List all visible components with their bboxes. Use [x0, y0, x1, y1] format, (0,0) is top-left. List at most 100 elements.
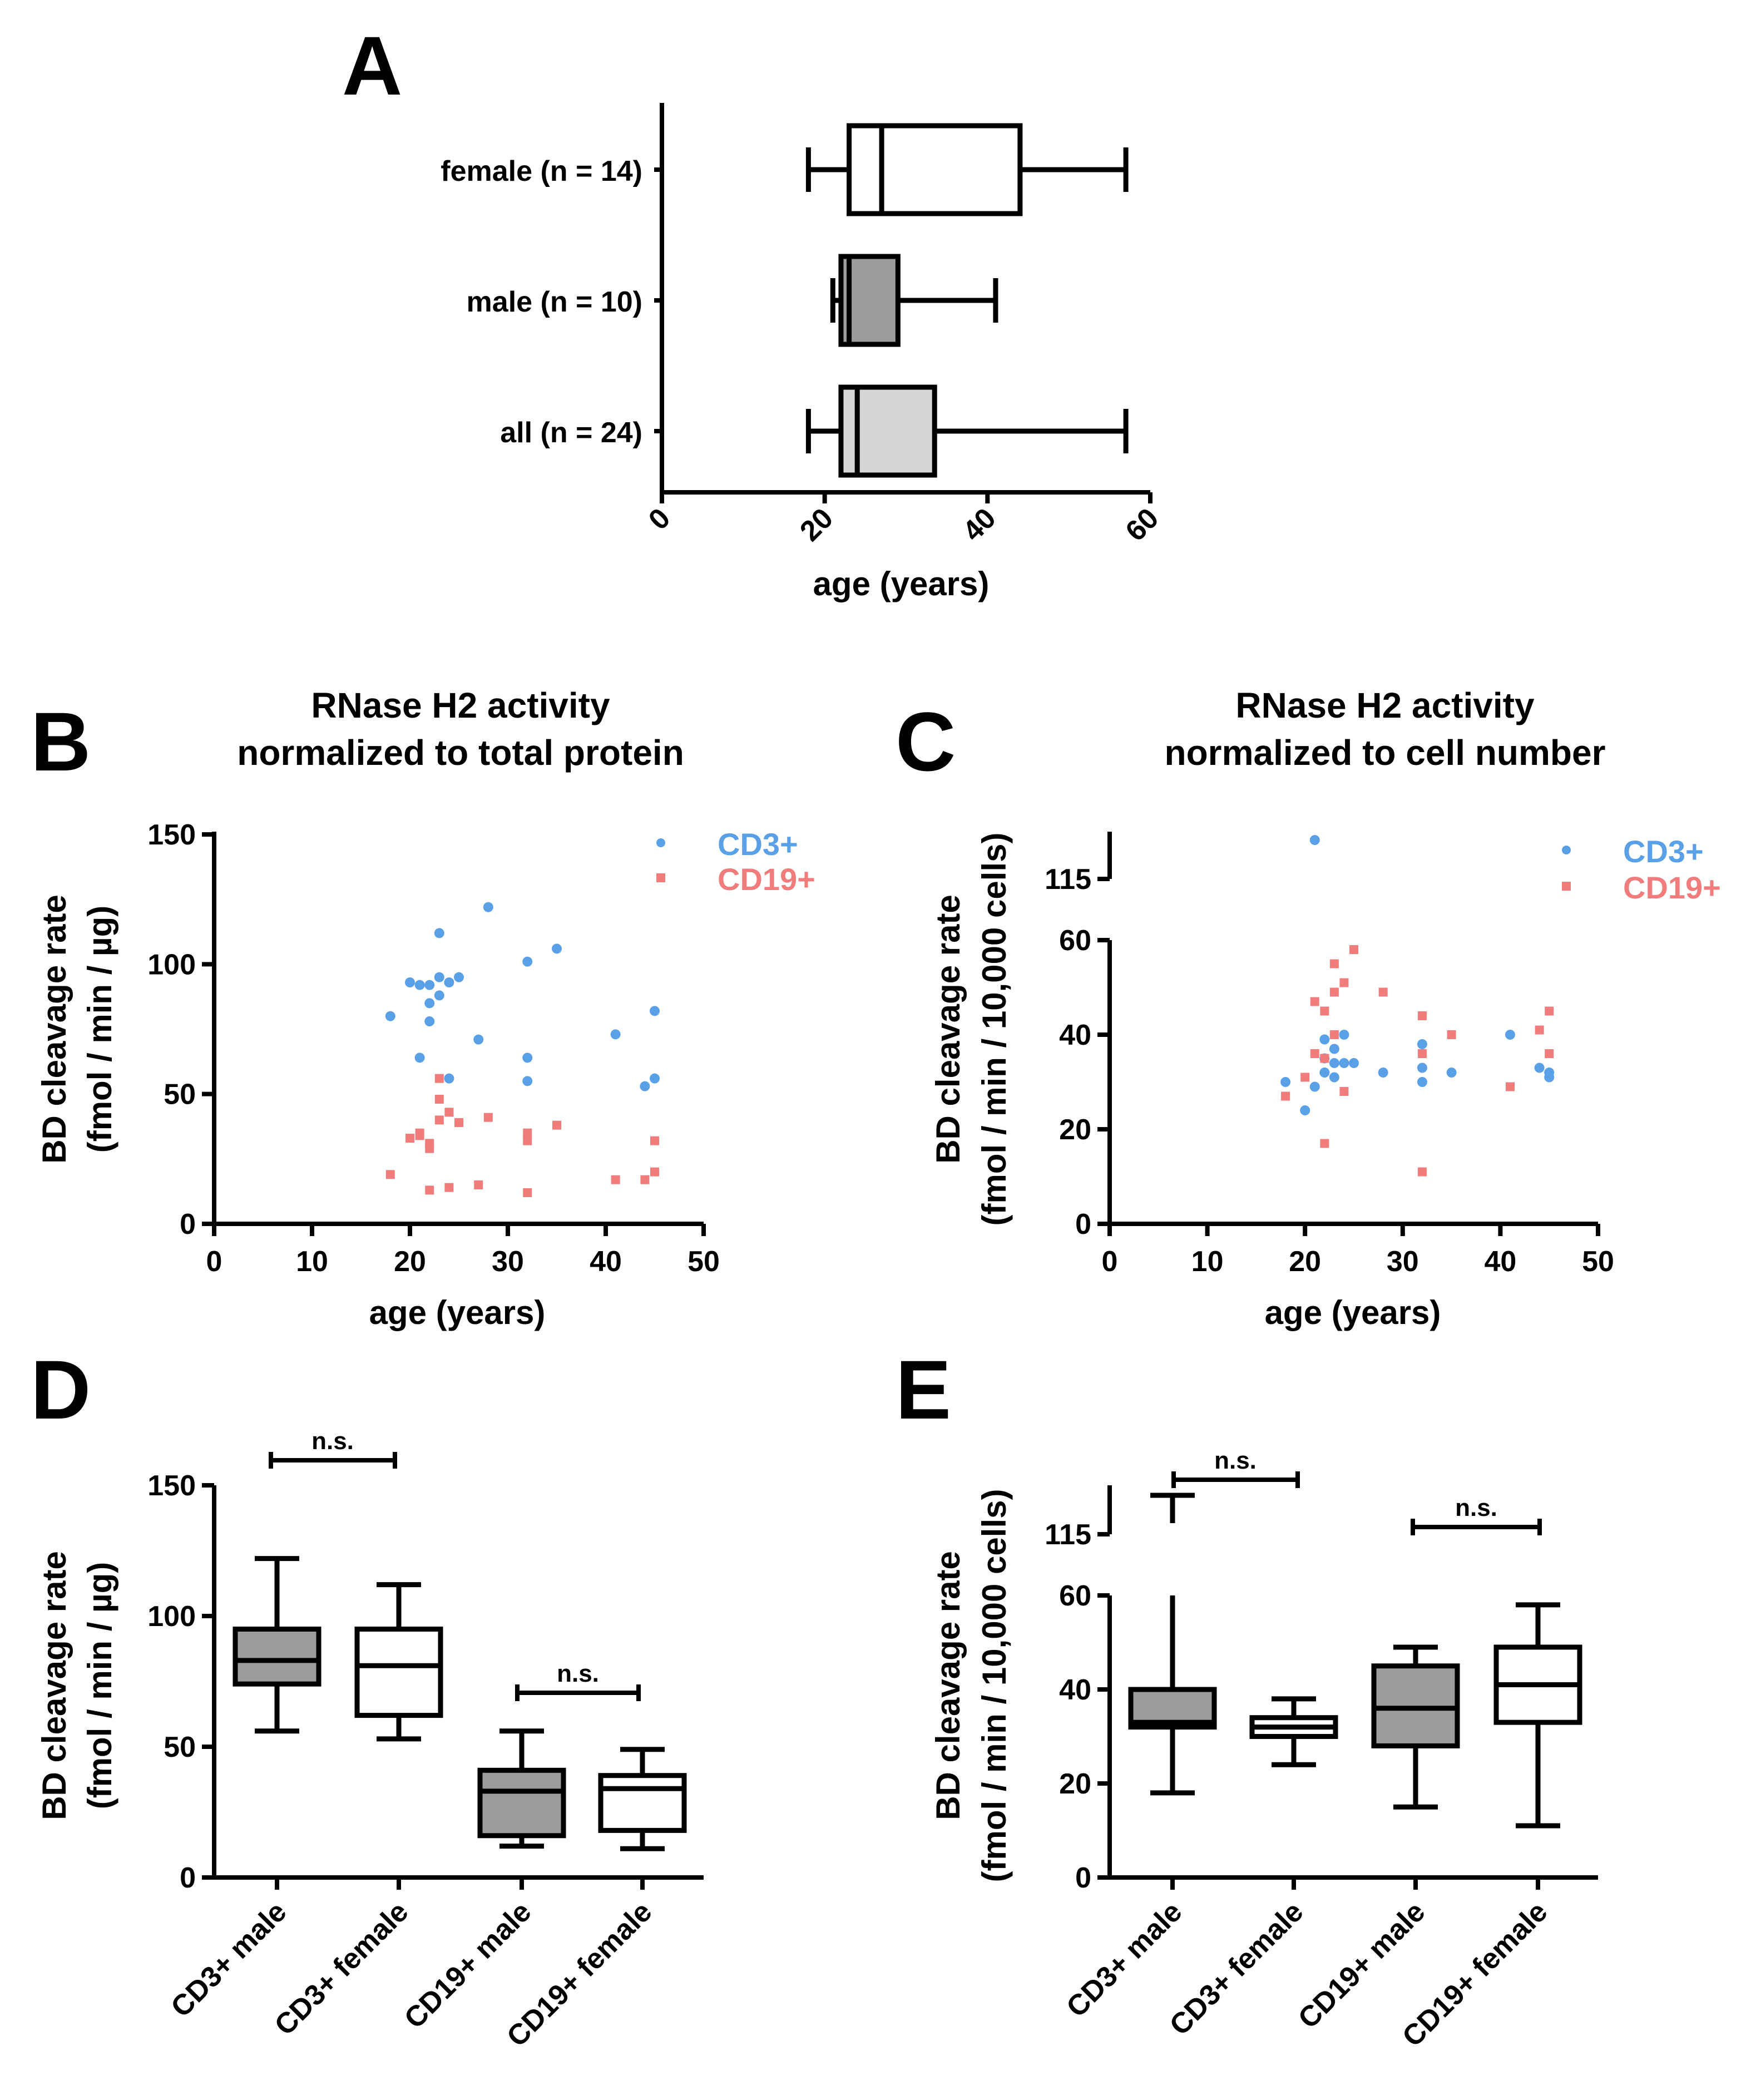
panel-c-legend-cd3: CD3+ [1623, 834, 1704, 869]
panel-c-y-label-line2: (fmol / min / 10,000 cells) [976, 833, 1013, 1226]
panel-d-y-tick-label: 50 [164, 1731, 196, 1763]
panel-c-cd3-point [1534, 1063, 1545, 1073]
panel-b-cd19-point [523, 1188, 532, 1197]
panel-c-x-tick-label: 50 [1582, 1246, 1614, 1278]
panel-c-cd19-point [1300, 1073, 1310, 1082]
panel-label-b: B [31, 695, 91, 788]
panel-c-x-tick-label: 30 [1387, 1246, 1419, 1278]
panel-a-x-tick-label: 60 [1120, 502, 1165, 547]
panel-c-cd19-point [1281, 1091, 1290, 1101]
panel-b-cd3-point [385, 1011, 395, 1021]
panel-e-sig-1: n.s. [1171, 1447, 1300, 1488]
panel-c-x-ticks: 0 10 20 30 40 50 [1102, 1224, 1614, 1278]
panel-c-y-tick-label: 115 [1045, 863, 1091, 896]
panel-b-cd19-point [650, 1136, 659, 1145]
panel-b-x-tick-label: 20 [394, 1246, 426, 1278]
panel-b-cd19-point [523, 1128, 532, 1138]
panel-c-cd19-point [1320, 1139, 1329, 1148]
panel-b-cd19-point [405, 1134, 414, 1143]
panel-c-cd3-point [1319, 1068, 1330, 1078]
panel-b-cd3-point [414, 980, 425, 990]
panel-e-sig-2-label: n.s. [1455, 1494, 1497, 1521]
panel-d-box [233, 1627, 321, 1687]
panel-b-x-ticks: 0 10 20 30 40 50 [206, 1224, 720, 1278]
panel-e: E BD cleavage rate (fmol / min / 10,000 … [896, 1343, 1598, 2053]
panel-a: A female (n = 14) male (n = 10) all (n = 2… [342, 19, 1165, 602]
panel-c-legend-cd19: CD19+ [1623, 870, 1721, 905]
panel-b-cd3-point [424, 1016, 435, 1026]
panel-b-cd3-point [650, 1006, 660, 1016]
panel-b-x-tick-label: 10 [296, 1246, 328, 1278]
panel-c: C RNase H2 activity normalized to cell n… [896, 685, 1721, 1331]
panel-b-legend-cd19-marker [656, 873, 665, 882]
panel-d-sig-1-bracket [269, 1452, 397, 1469]
panel-b-y-tick-label: 100 [147, 948, 196, 981]
panel-e-y-tick-label: 20 [1059, 1768, 1091, 1800]
panel-a-x-tick-label: 20 [794, 502, 839, 547]
panel-c-cd3-point [1378, 1068, 1388, 1078]
panel-c-y-tick-label: 0 [1075, 1208, 1091, 1241]
panel-label-a: A [342, 19, 402, 112]
panel-c-cd19-point [1505, 1082, 1515, 1091]
panel-a-x-label: age (years) [813, 565, 990, 602]
panel-b-cd3-point [473, 1034, 484, 1045]
panel-a-box [847, 123, 1023, 216]
panel-c-cd3-point [1329, 1072, 1339, 1083]
panel-d-sig-2-label: n.s. [557, 1660, 599, 1687]
panel-b-cd19-point [611, 1175, 620, 1184]
panel-c-x-tick-label: 0 [1102, 1246, 1118, 1278]
panel-c-legend-cd3-marker [1562, 846, 1571, 854]
panel-b-cd19-point [650, 1167, 659, 1177]
panel-d-y-tick-label: 100 [147, 1600, 196, 1633]
panel-d-box [477, 1767, 566, 1839]
panel-c-x-label: age (years) [1265, 1294, 1441, 1331]
panel-b-legend-cd19: CD19+ [718, 862, 815, 897]
panel-c-cd3-point [1319, 1034, 1330, 1045]
panel-c-cd3-point [1544, 1072, 1555, 1083]
panel-d-box [354, 1627, 443, 1718]
panel-label-d: D [31, 1343, 91, 1436]
panel-a-x-ticks: 0 20 40 60 [642, 492, 1165, 547]
panel-e-sig-2: n.s. [1411, 1494, 1542, 1535]
panel-b: B RNase H2 activity normalized to total … [31, 685, 815, 1331]
panel-e-y-ticks: 0 20 40 60 115 [1045, 1519, 1110, 1894]
panel-c-cd19-point [1320, 1006, 1329, 1016]
panel-e-y-tick-label: 60 [1059, 1580, 1091, 1612]
panel-c-cd3-point [1339, 1058, 1349, 1068]
panel-b-cd19-point [552, 1120, 561, 1130]
panel-c-cd3-point [1417, 1039, 1427, 1049]
panel-d-box [598, 1773, 687, 1833]
panel-c-legend-cd19-marker [1562, 882, 1571, 891]
panel-c-cd19-point [1447, 1030, 1456, 1039]
panel-b-cd19-point [444, 1183, 454, 1192]
panel-b-cd3-point [444, 977, 454, 987]
panel-b-y-tick-label: 50 [164, 1079, 196, 1111]
panel-b-cd3-point [454, 972, 464, 982]
panel-b-cd3-point [522, 1076, 533, 1086]
panel-b-legend-cd3-marker [656, 838, 665, 847]
panel-b-cd19-point [523, 1136, 532, 1145]
panel-c-cd19-point [1545, 1006, 1554, 1016]
panel-d-sig-2: n.s. [515, 1660, 641, 1701]
panel-c-y-label-line1: BD cleavage rate [929, 895, 967, 1164]
panel-e-y-label-line1: BD cleavage rate [929, 1551, 967, 1820]
panel-b-legend-cd3: CD3+ [718, 827, 798, 862]
panel-b-cd3-point [483, 902, 493, 912]
panel-c-cd3-point [1309, 1081, 1320, 1092]
panel-c-x-tick-label: 40 [1484, 1246, 1516, 1278]
panel-b-cd19-point [640, 1175, 650, 1184]
panel-b-title-line1: RNase H2 activity [311, 685, 610, 725]
panel-e-sig-1-label: n.s. [1214, 1447, 1257, 1474]
panel-b-cd19-point [444, 1108, 454, 1117]
panel-b-cd3-point [434, 972, 444, 982]
panel-b-cd3-point [650, 1073, 660, 1084]
panel-a-category-label: all (n = 24) [500, 417, 642, 449]
panel-b-cd19-point [415, 1128, 424, 1138]
panel-e-y-tick-label: 40 [1059, 1674, 1091, 1706]
panel-c-cd19-point [1320, 1054, 1329, 1063]
panel-c-y-tick-label: 20 [1059, 1114, 1091, 1146]
panel-e-sig-2-bracket [1411, 1519, 1542, 1535]
panel-c-cd19-point [1310, 1049, 1319, 1058]
